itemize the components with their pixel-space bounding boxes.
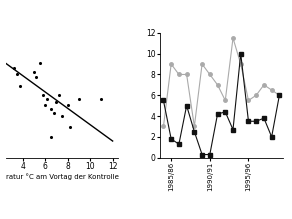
Fr [231, 128, 235, 131]
m [185, 73, 188, 76]
m [200, 63, 204, 65]
Point [41, 94, 45, 97]
Fr [177, 143, 181, 145]
m [231, 37, 235, 39]
m [208, 73, 212, 76]
Fr [254, 120, 258, 123]
Point [99, 98, 104, 101]
Fr [239, 52, 242, 55]
Point [32, 70, 36, 73]
Fr [169, 138, 173, 140]
m [193, 125, 196, 128]
m [270, 89, 273, 91]
Fr [162, 99, 165, 102]
Point [48, 107, 53, 111]
m [254, 94, 258, 97]
Point [65, 103, 70, 107]
Fr [270, 136, 273, 138]
Fr [185, 104, 188, 107]
Fr [247, 120, 250, 123]
Fr [200, 153, 204, 156]
m [162, 125, 165, 128]
Fr [278, 94, 281, 97]
X-axis label: ratur °C am Vortag der Kontrolle: ratur °C am Vortag der Kontrolle [6, 174, 119, 180]
Line: Fr: Fr [162, 52, 281, 156]
Fr [262, 117, 266, 120]
Point [54, 101, 59, 104]
m [239, 63, 242, 65]
Point [60, 114, 65, 118]
m [278, 94, 281, 97]
m [169, 63, 173, 65]
Point [11, 66, 16, 69]
Point [45, 98, 50, 101]
m [216, 84, 219, 86]
Line: m: m [162, 36, 281, 128]
Fr [208, 153, 212, 156]
Fr [216, 113, 219, 115]
Point [37, 62, 42, 65]
Fr [223, 111, 227, 113]
Point [67, 125, 72, 129]
m [262, 84, 266, 86]
Point [15, 73, 20, 76]
m [177, 73, 181, 76]
Point [34, 76, 39, 79]
m [223, 99, 227, 102]
Point [56, 94, 61, 97]
Point [52, 111, 57, 115]
Point [43, 103, 48, 107]
Fr [193, 130, 196, 133]
Point [48, 135, 53, 139]
Point [77, 98, 81, 101]
m [247, 99, 250, 102]
Point [18, 84, 23, 87]
